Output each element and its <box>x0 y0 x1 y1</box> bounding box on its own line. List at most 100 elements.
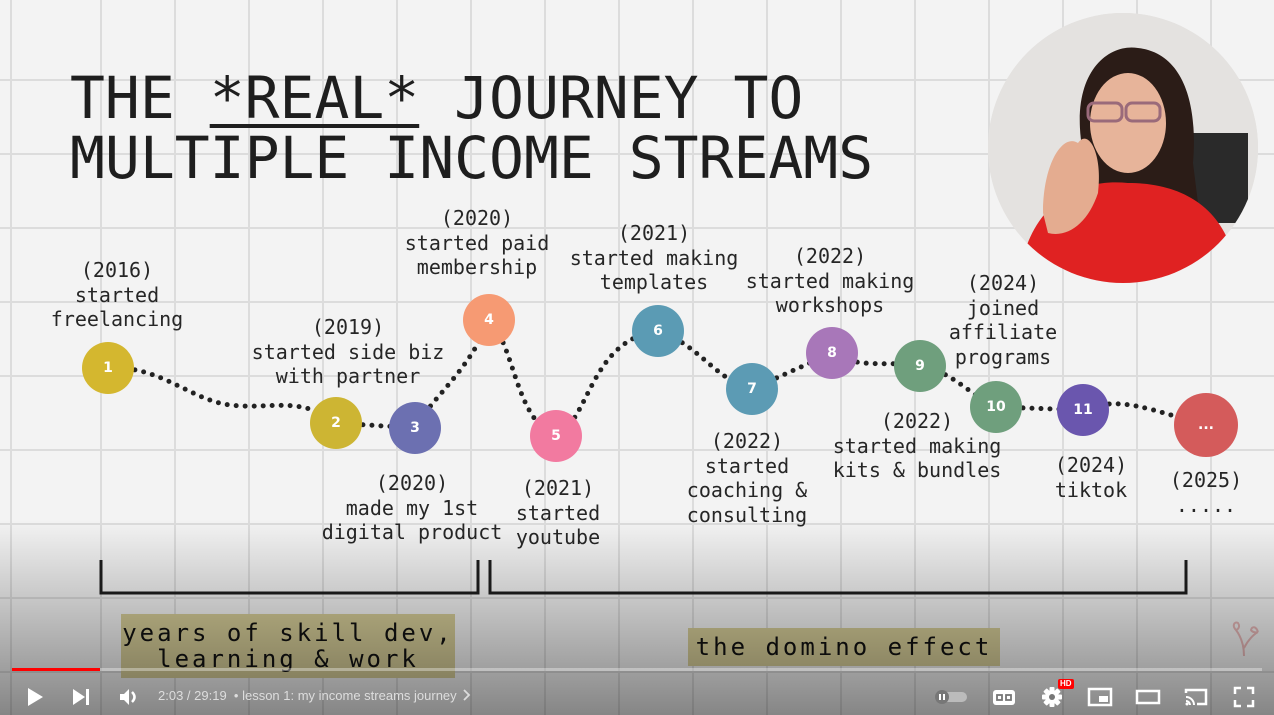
milestone-label-line: (2020) <box>375 471 449 495</box>
milestone-circle: 11 <box>1057 384 1109 436</box>
skip-next-icon <box>73 688 89 705</box>
milestone-label-line: freelancing <box>50 307 184 331</box>
phase-label-skill-dev: years of skill dev, learning & work <box>121 614 455 678</box>
watermark-flower-icon <box>1232 621 1259 657</box>
milestone-label-line: with partner <box>275 364 421 388</box>
chevron-right-icon[interactable] <box>463 689 471 701</box>
hd-badge: HD <box>1058 679 1074 689</box>
milestone-circle: 5 <box>530 410 582 462</box>
milestone-circle: 4 <box>463 294 515 346</box>
milestone-label-line: started <box>515 500 601 525</box>
bracket-left <box>99 560 480 595</box>
milestone-label-line: (2021) <box>617 221 691 245</box>
webcam-overlay <box>988 13 1258 283</box>
bracket-right <box>488 560 1188 595</box>
milestone-label-line: membership <box>416 255 538 279</box>
fullscreen-button[interactable] <box>1228 678 1260 715</box>
title-text: MULTIPLE INCOME STREAMS <box>70 124 874 192</box>
play-button[interactable] <box>18 678 52 715</box>
milestone-label-line: workshops <box>775 293 885 317</box>
milestone-label-line: kits & bundles <box>832 458 1002 482</box>
milestone-label-line: (2024) <box>1054 453 1128 477</box>
milestone-label-line: (2022) <box>880 409 954 433</box>
milestone-label: (2024) joined affiliate programs <box>949 271 1057 369</box>
mute-button[interactable] <box>112 678 146 715</box>
milestone-label: (2020) made my 1st digital product <box>322 471 503 545</box>
milestone-label-line: started side biz <box>251 339 445 364</box>
player-controls: 2:03 / 29:19 • lesson 1: my income strea… <box>0 678 1274 715</box>
milestone-label-line: started making <box>832 433 1002 458</box>
progress-bar[interactable] <box>12 668 1262 671</box>
title-emphasis: *REAL* <box>209 64 420 132</box>
volume-icon <box>120 688 136 705</box>
play-icon <box>28 687 43 706</box>
milestone-circle: 6 <box>632 305 684 357</box>
milestone-label-line: (2016) <box>80 258 154 282</box>
milestone-circle: 9 <box>894 340 946 392</box>
milestone-label: (2022) started making kits & bundles <box>833 409 1002 483</box>
milestone-label: (2021) started youtube <box>516 476 600 550</box>
progress-played <box>12 668 100 671</box>
title-text: JOURNEY TO <box>419 64 804 132</box>
milestone-label-line: started <box>704 453 790 478</box>
phase-label-domino: the domino effect <box>688 628 1000 666</box>
miniplayer-button[interactable] <box>1084 678 1116 715</box>
milestone-label-line: (2019) <box>311 315 385 339</box>
milestone-label-line: joined <box>966 295 1040 320</box>
milestone-label: (2016) started freelancing <box>51 258 183 332</box>
milestone-label: (2022) started making workshops <box>746 244 915 318</box>
milestone-label-line: (2022) <box>793 244 867 268</box>
milestone-label-line: templates <box>599 270 709 294</box>
milestone-label-line: made my 1st <box>345 495 479 520</box>
settings-button[interactable]: HD <box>1036 678 1074 715</box>
milestone-circle: 7 <box>726 363 778 415</box>
milestone-label: (2021) started making templates <box>570 221 739 295</box>
milestone-label-line: consulting <box>686 502 808 527</box>
video-title-graphic: THE *REAL* JOURNEY TO MULTIPLE INCOME ST… <box>70 68 873 188</box>
cast-button[interactable] <box>1180 678 1212 715</box>
milestone-label-line: programs <box>954 344 1052 369</box>
cast-icon <box>1184 688 1208 705</box>
theater-icon <box>1135 689 1161 704</box>
milestone-circle: 3 <box>389 402 441 454</box>
milestone-circle: 1 <box>82 342 134 394</box>
milestone-label-line: tiktok <box>1054 477 1128 502</box>
fullscreen-icon <box>1233 686 1255 707</box>
phase-label-line: learning & work <box>157 645 419 673</box>
milestone-label-line: (2021) <box>521 476 595 500</box>
milestone-label-line: (2025) <box>1169 468 1243 492</box>
milestone-circle: ... <box>1174 393 1238 457</box>
time-display: 2:03 / 29:19 • lesson 1: my income strea… <box>158 688 471 703</box>
chapter-title[interactable]: • lesson 1: my income streams journey <box>233 688 457 703</box>
milestone-label-line: (2022) <box>710 429 784 453</box>
milestone-label-line: coaching & <box>686 478 808 502</box>
milestone-label-line: digital product <box>321 520 503 544</box>
milestone-label-line: ..... <box>1175 492 1237 517</box>
autoplay-toggle-icon <box>935 689 967 704</box>
miniplayer-icon <box>1087 687 1113 706</box>
next-button[interactable] <box>64 678 98 715</box>
milestone-label-line: started paid <box>404 230 550 255</box>
milestone-label-line: started making <box>745 268 915 293</box>
captions-button[interactable] <box>988 678 1020 715</box>
milestone-circle: 8 <box>806 327 858 379</box>
milestone-label-line: (2024) <box>966 271 1040 295</box>
time-text: 2:03 / 29:19 <box>158 688 227 703</box>
phase-label-line: years of skill dev, <box>122 619 454 647</box>
gear-icon <box>1042 686 1062 707</box>
milestone-circle: 10 <box>970 381 1022 433</box>
title-text: THE <box>70 64 210 132</box>
milestone-label: (2025)..... <box>1170 468 1242 517</box>
milestone-label: (2020) started paid membership <box>405 206 550 280</box>
milestone-label-line: youtube <box>515 525 601 549</box>
milestone-label-line: started <box>74 282 160 307</box>
milestone-label-line: affiliate <box>948 320 1058 344</box>
presenter-image <box>988 13 1258 283</box>
theater-mode-button[interactable] <box>1132 678 1164 715</box>
cc-icon <box>993 689 1015 705</box>
autoplay-toggle[interactable] <box>932 678 970 715</box>
milestone-circle: 2 <box>310 397 362 449</box>
